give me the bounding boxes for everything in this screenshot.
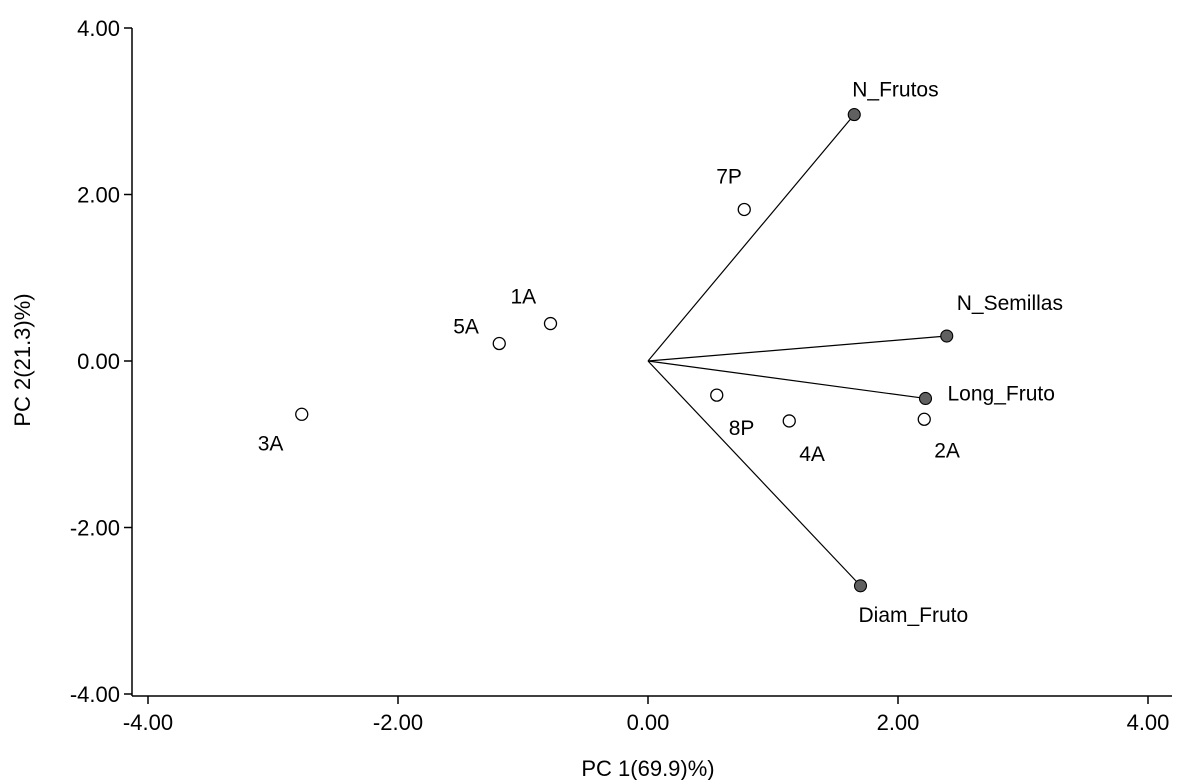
variable-label-n-frutos: N_Frutos bbox=[852, 79, 938, 102]
x-tick-label: -2.00 bbox=[373, 710, 423, 735]
observation-point-4a bbox=[782, 414, 796, 428]
vector-n-semillas bbox=[647, 335, 947, 362]
observation-label-1a: 1A bbox=[511, 286, 537, 309]
y-axis-title: PC 2(21.3)%) bbox=[10, 293, 35, 426]
observation-point-8p bbox=[710, 388, 724, 402]
observation-label-2a: 2A bbox=[934, 439, 960, 462]
x-tick-label: 2.00 bbox=[877, 710, 920, 735]
points: 7P 1A 5A 3A 8P 4A 2A N_Frutos N_Semillas Long_Fru… bbox=[258, 79, 1063, 627]
y-tick-label: 2.00 bbox=[77, 183, 120, 208]
x-axis-title: PC 1(69.9)%) bbox=[581, 756, 714, 780]
observation-point-3a bbox=[295, 407, 309, 421]
x-tick-label: -4.00 bbox=[123, 710, 173, 735]
observation-label-8p: 8P bbox=[729, 417, 755, 440]
variable-point-long-fruto bbox=[918, 391, 933, 406]
y-tick-label: -2.00 bbox=[70, 516, 120, 541]
vector-n-frutos bbox=[647, 114, 855, 362]
observation-point-1a bbox=[543, 316, 558, 331]
variable-point-n-frutos bbox=[847, 108, 861, 122]
vector-long-fruto bbox=[647, 360, 926, 400]
variable-label-n-semillas: N_Semillas bbox=[957, 292, 1063, 315]
observation-point-5a bbox=[492, 336, 506, 351]
vector-diam-fruto bbox=[647, 360, 861, 587]
observation-point-7p bbox=[737, 202, 751, 217]
axes bbox=[131, 28, 1172, 697]
y-tick-label: -4.00 bbox=[70, 682, 120, 707]
x-tick-label: 4.00 bbox=[1127, 710, 1170, 735]
observation-label-5a: 5A bbox=[453, 316, 479, 339]
ticks: -4.00 -2.00 0.00 2.00 4.00 4.00 2.00 0.00 -2.00 -… bbox=[70, 16, 1170, 735]
variable-point-n-semillas bbox=[940, 329, 954, 343]
y-tick-label: 4.00 bbox=[77, 16, 120, 41]
x-tick-label: 0.00 bbox=[627, 710, 670, 735]
y-tick-label: 0.00 bbox=[77, 349, 120, 374]
variable-label-diam-fruto: Diam_Fruto bbox=[859, 604, 969, 627]
variable-point-diam-fruto bbox=[853, 579, 868, 593]
observation-label-3a: 3A bbox=[258, 432, 284, 455]
observation-label-7p: 7P bbox=[716, 165, 742, 188]
variable-label-long-fruto: Long_Fruto bbox=[948, 382, 1055, 405]
observation-point-2a bbox=[917, 412, 931, 426]
variable-vectors bbox=[647, 114, 947, 587]
observation-label-4a: 4A bbox=[799, 443, 825, 466]
